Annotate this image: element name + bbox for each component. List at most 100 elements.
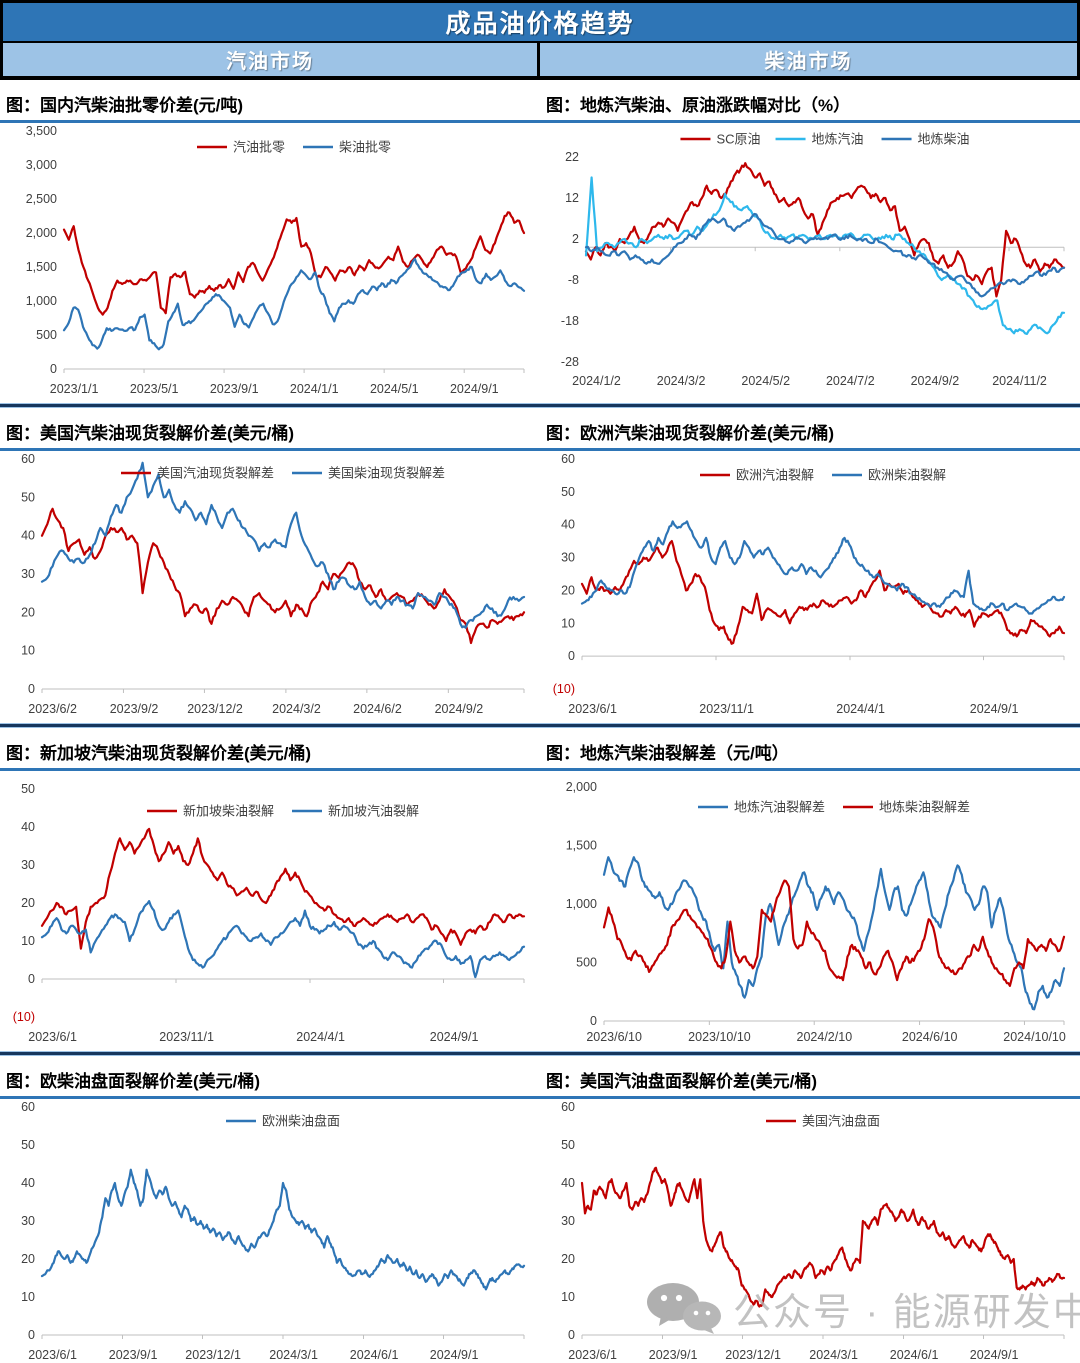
svg-text:50: 50: [21, 782, 35, 796]
legend: 欧洲柴油盘面: [226, 1114, 340, 1129]
svg-text:40: 40: [21, 820, 35, 834]
x-axis: 2024/1/2 2024/3/2 2024/5/2 2024/7/2 2024/9/2…: [572, 246, 1065, 388]
svg-text:2024/9/1: 2024/9/1: [970, 702, 1019, 716]
svg-text:2023/12/1: 2023/12/1: [185, 1348, 241, 1362]
svg-text:2024/2/10: 2024/2/10: [797, 1030, 853, 1044]
chart-row-3: 图：新加坡汽柴油现货裂解价差(美元/桶) (10) 0 10 20 30 40 50 2023…: [0, 728, 1080, 1051]
series-lines: [580, 520, 1066, 645]
svg-text:12: 12: [565, 191, 579, 205]
svg-text:2023/9/2: 2023/9/2: [110, 702, 159, 716]
svg-text:美国柴油现货裂解差: 美国柴油现货裂解差: [328, 466, 445, 481]
legend: 欧洲汽油裂解 欧洲柴油裂解: [700, 468, 946, 483]
series-line-欧洲汽油裂解: [580, 539, 1066, 645]
svg-text:2023/6/10: 2023/6/10: [586, 1030, 642, 1044]
title-underline: [0, 768, 540, 771]
svg-text:2024/1/2: 2024/1/2: [572, 374, 621, 388]
svg-text:10: 10: [21, 934, 35, 948]
legend: 汽油批零 柴油批零: [197, 140, 391, 155]
series-line-欧洲柴油裂解: [580, 520, 1066, 615]
svg-text:2023/9/1: 2023/9/1: [109, 1348, 158, 1362]
svg-text:地炼柴油裂解差: 地炼柴油裂解差: [879, 800, 970, 815]
svg-text:30: 30: [21, 858, 35, 872]
chart-canvas-sg-spot-crack: (10) 0 10 20 30 40 50 2023/6/1 2023/11/1 2024/4/1…: [13, 782, 526, 1044]
y-axis: 22 12 2 -8 -18 -28: [561, 150, 579, 369]
svg-text:-8: -8: [568, 273, 579, 287]
svg-text:2,500: 2,500: [26, 192, 57, 206]
svg-text:2023/6/1: 2023/6/1: [568, 1348, 617, 1362]
svg-text:20: 20: [21, 1252, 35, 1266]
chart-title: 图：地炼汽柴油、原油涨跌幅对比（%）: [546, 96, 851, 115]
svg-text:新加坡汽油裂解: 新加坡汽油裂解: [328, 804, 419, 819]
svg-text:2023/5/1: 2023/5/1: [130, 382, 179, 396]
page-title: 成品油价格趋势: [445, 10, 635, 38]
svg-text:2024/1/1: 2024/1/1: [290, 382, 339, 396]
x-axis: 2023/1/1 2023/5/1 2023/9/1 2024/1/1 2024/5/1…: [50, 368, 525, 396]
svg-text:(10): (10): [13, 1010, 35, 1024]
series-line-汽油批零: [62, 211, 526, 316]
svg-text:2023/9/1: 2023/9/1: [210, 382, 259, 396]
svg-text:2: 2: [572, 232, 579, 246]
svg-text:2023/6/1: 2023/6/1: [568, 702, 617, 716]
svg-text:20: 20: [561, 1252, 575, 1266]
chart-row-2: 图：美国汽柴油现货裂解价差(美元/桶) 0 10 20 30 40 50 60 2023/6/…: [0, 408, 1080, 723]
y-axis: (10) 0 10 20 30 40 50: [13, 782, 35, 1024]
svg-text:2023/6/1: 2023/6/1: [28, 1348, 77, 1362]
y-axis: 0 500 1,000 1,500 2,000: [566, 780, 597, 1028]
svg-text:2023/12/2: 2023/12/2: [187, 702, 243, 716]
svg-text:50: 50: [561, 1138, 575, 1152]
legend: 美国汽油现货裂解差 美国柴油现货裂解差: [121, 466, 445, 481]
svg-text:2023/12/1: 2023/12/1: [725, 1348, 781, 1362]
chart-title: 图：地炼汽柴油裂解差（元/吨）: [546, 744, 789, 763]
series-lines: [40, 1168, 526, 1291]
svg-text:500: 500: [36, 328, 57, 342]
chart-title: 图：新加坡汽柴油现货裂解价差(美元/桶): [6, 744, 312, 763]
svg-text:30: 30: [21, 567, 35, 581]
svg-text:2024/4/1: 2024/4/1: [296, 1030, 345, 1044]
svg-text:2024/4/1: 2024/4/1: [836, 702, 885, 716]
svg-text:2024/9/1: 2024/9/1: [970, 1348, 1019, 1362]
svg-text:-28: -28: [561, 355, 579, 369]
y-axis: 0 10 20 30 40 50 60: [561, 1100, 575, 1342]
chart-title: 图：欧柴油盘面裂解价差(美元/桶): [6, 1072, 261, 1091]
svg-text:30: 30: [561, 1214, 575, 1228]
svg-text:2023/10/10: 2023/10/10: [688, 1030, 751, 1044]
svg-text:2023/11/1: 2023/11/1: [159, 1030, 214, 1044]
chart-panel-6: 图：地炼汽柴油裂解差（元/吨） 0 500 1,000 1,500 2,000 2023/…: [540, 728, 1080, 1051]
series-line-地炼汽油裂解差: [602, 856, 1066, 1011]
x-axis: 2023/6/1 2023/11/1 2024/4/1 2024/9/1: [568, 655, 1065, 716]
svg-text:0: 0: [568, 649, 575, 663]
chart-panel-3: 图：美国汽柴油现货裂解价差(美元/桶) 0 10 20 30 40 50 60 2023/6/…: [0, 408, 540, 723]
series-lines: [602, 856, 1066, 1011]
chart-panel-8: 图：美国汽油盘面裂解价差(美元/桶) 0 10 20 30 40 50 60 2023/6/1…: [540, 1056, 1080, 1363]
svg-text:500: 500: [576, 956, 597, 970]
svg-text:柴油批零: 柴油批零: [339, 140, 391, 155]
svg-text:10: 10: [561, 1290, 575, 1304]
section-divider: [0, 403, 1080, 408]
svg-text:2,000: 2,000: [26, 226, 57, 240]
svg-text:60: 60: [21, 1100, 35, 1114]
svg-text:1,000: 1,000: [26, 294, 57, 308]
legend: SC原油 地炼汽油 地炼柴油: [680, 132, 970, 147]
svg-text:0: 0: [568, 1328, 575, 1342]
svg-text:40: 40: [21, 529, 35, 543]
svg-text:30: 30: [21, 1214, 35, 1228]
series-line-欧洲柴油盘面: [40, 1168, 526, 1291]
series-lines: [580, 1166, 1066, 1308]
legend: 新加坡柴油裂解 新加坡汽油裂解: [147, 804, 419, 819]
chart-title: 图：欧洲汽柴油现货裂解价差(美元/桶): [546, 424, 835, 443]
tab-diesel-market: 柴油市场: [764, 51, 853, 73]
chart-title: 图：美国汽柴油现货裂解价差(美元/桶): [6, 424, 295, 443]
svg-text:2024/11/2: 2024/11/2: [992, 374, 1047, 388]
svg-text:2023/6/1: 2023/6/1: [28, 1030, 77, 1044]
svg-text:2024/3/1: 2024/3/1: [269, 1348, 318, 1362]
svg-text:60: 60: [561, 452, 575, 466]
svg-text:2024/6/1: 2024/6/1: [890, 1348, 939, 1362]
svg-text:1,500: 1,500: [26, 260, 57, 274]
svg-text:60: 60: [21, 452, 35, 466]
svg-text:50: 50: [21, 490, 35, 504]
svg-text:地炼汽油: 地炼汽油: [812, 132, 864, 147]
svg-text:20: 20: [21, 605, 35, 619]
